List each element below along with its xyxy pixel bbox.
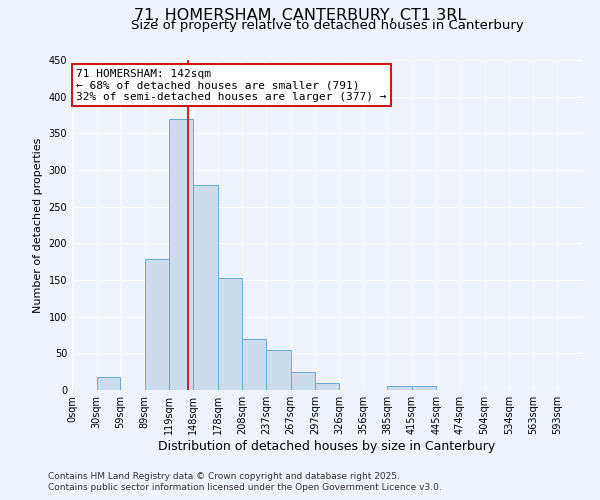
Text: Contains HM Land Registry data © Crown copyright and database right 2025.
Contai: Contains HM Land Registry data © Crown c… [48, 472, 442, 492]
Bar [290, 372, 315, 390]
Bar [242, 338, 266, 390]
Bar [412, 386, 436, 390]
Bar [97, 377, 120, 390]
Bar [266, 350, 290, 390]
Bar [218, 278, 242, 390]
X-axis label: Distribution of detached houses by size in Canterbury: Distribution of detached houses by size … [158, 440, 496, 453]
Title: Size of property relative to detached houses in Canterbury: Size of property relative to detached ho… [131, 20, 523, 32]
Y-axis label: Number of detached properties: Number of detached properties [33, 138, 43, 312]
Text: 71 HOMERSHAM: 142sqm
← 68% of detached houses are smaller (791)
32% of semi-deta: 71 HOMERSHAM: 142sqm ← 68% of detached h… [76, 69, 386, 102]
Bar [169, 118, 193, 390]
Bar [387, 386, 412, 390]
Text: 71, HOMERSHAM, CANTERBURY, CT1 3RL: 71, HOMERSHAM, CANTERBURY, CT1 3RL [134, 8, 466, 22]
Bar [315, 384, 339, 390]
Bar [193, 184, 218, 390]
Bar [145, 260, 169, 390]
